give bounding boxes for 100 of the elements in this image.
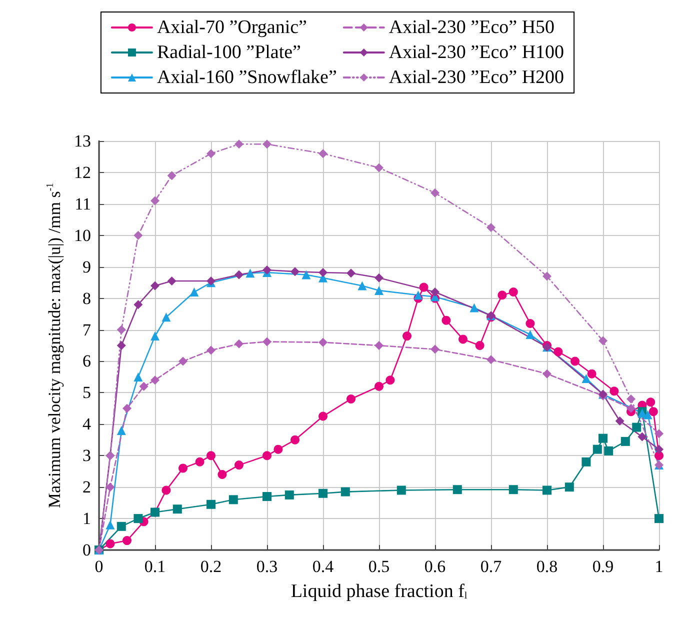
- point: [167, 171, 176, 180]
- point: [150, 196, 160, 206]
- point: [470, 303, 479, 312]
- point: [302, 270, 311, 280]
- y-tick-label: 2: [82, 478, 91, 497]
- point: [430, 288, 440, 297]
- point: [106, 539, 115, 548]
- point: [106, 520, 115, 530]
- point: [318, 488, 328, 498]
- point: [116, 426, 126, 435]
- point: [638, 432, 647, 442]
- point: [346, 268, 356, 278]
- y-tick-label: 4: [82, 414, 92, 434]
- point: [654, 429, 664, 438]
- y-tick-label: 5: [82, 383, 91, 402]
- point: [218, 470, 227, 479]
- point: [139, 382, 148, 391]
- point: [358, 281, 367, 290]
- x-tick-label: 0.6: [424, 557, 446, 576]
- x-tick-label: 0.4: [312, 557, 334, 576]
- point: [587, 369, 596, 378]
- point: [542, 369, 552, 378]
- point: [178, 464, 188, 473]
- point: [598, 336, 608, 346]
- y-tick-label: 10: [74, 226, 91, 245]
- point: [116, 325, 126, 334]
- point: [234, 460, 244, 470]
- point: [626, 394, 636, 404]
- point: [122, 404, 132, 413]
- point: [234, 339, 244, 348]
- point: [508, 485, 518, 494]
- point: [106, 482, 115, 492]
- point: [458, 334, 468, 344]
- point: [475, 341, 484, 350]
- point: [374, 286, 384, 295]
- point: [615, 416, 624, 426]
- point: [134, 300, 143, 310]
- point: [340, 487, 350, 496]
- point: [116, 341, 126, 350]
- point: [318, 412, 328, 421]
- point: [442, 316, 451, 325]
- point: [206, 500, 216, 509]
- point: [167, 276, 176, 286]
- legend-label: Radial-100 ”Plate”: [156, 42, 301, 63]
- point: [134, 514, 143, 524]
- point: [374, 341, 384, 350]
- point: [374, 382, 384, 391]
- point: [396, 486, 406, 495]
- x-axis-title: Liquid phase fraction fl: [290, 581, 468, 602]
- y-tick-label: 11: [74, 194, 91, 214]
- point: [414, 290, 423, 300]
- legend-label: Axial-230 ”Eco” H200: [388, 67, 564, 88]
- point: [402, 332, 412, 341]
- point: [274, 444, 283, 454]
- point: [262, 492, 272, 502]
- point: [290, 435, 300, 444]
- point: [592, 444, 602, 454]
- point: [486, 223, 496, 232]
- y-tick-label: 8: [82, 288, 91, 308]
- x-tick-label: 0.3: [256, 557, 278, 576]
- point: [346, 394, 356, 404]
- point: [570, 356, 580, 366]
- point: [526, 330, 535, 339]
- point: [318, 338, 328, 347]
- point: [542, 272, 552, 281]
- point: [234, 140, 244, 149]
- point: [632, 422, 642, 432]
- point: [162, 312, 171, 322]
- point: [134, 372, 143, 382]
- x-tick-label: 0.5: [368, 557, 390, 576]
- point: [610, 386, 619, 396]
- point: [646, 398, 656, 407]
- point: [150, 332, 160, 341]
- point: [374, 273, 384, 282]
- point: [262, 265, 272, 274]
- point: [246, 268, 255, 278]
- point: [206, 149, 216, 158]
- point: [452, 485, 462, 494]
- y-tick-label: 3: [82, 446, 91, 466]
- y-tick-label: 12: [74, 162, 91, 182]
- y-tick-label: 9: [82, 257, 91, 276]
- point: [643, 410, 652, 420]
- point: [234, 270, 244, 280]
- point: [419, 282, 428, 292]
- point: [172, 504, 182, 514]
- point: [150, 281, 160, 290]
- point: [318, 149, 328, 158]
- point: [284, 490, 294, 500]
- point: [598, 434, 608, 443]
- point: [582, 374, 591, 384]
- point: [228, 495, 238, 504]
- point: [190, 288, 199, 297]
- y-tick-label: 7: [82, 320, 92, 340]
- point: [162, 486, 171, 495]
- point: [554, 347, 563, 356]
- point: [430, 344, 440, 354]
- x-tick-label: 0: [94, 557, 104, 576]
- point: [542, 486, 552, 495]
- x-tick-label: 0.9: [592, 557, 614, 576]
- point: [648, 407, 658, 416]
